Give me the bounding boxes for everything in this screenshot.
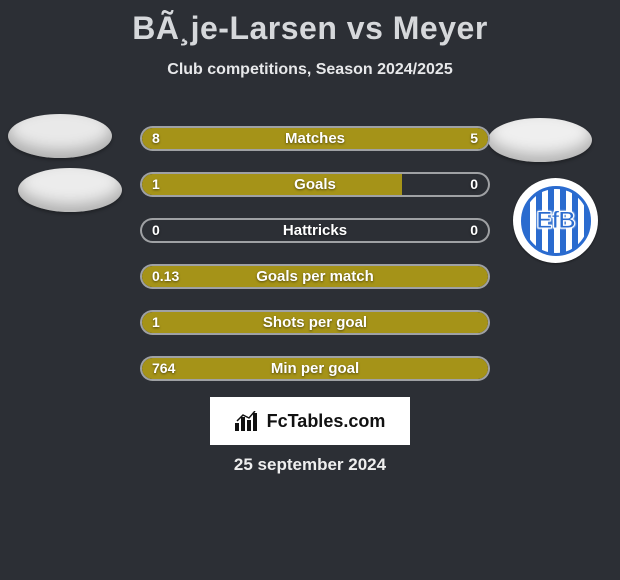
player-left-badge-1 bbox=[8, 114, 112, 158]
attribution-text: FcTables.com bbox=[267, 411, 386, 432]
club-logo: EfB bbox=[513, 178, 598, 263]
stat-row: Matches8 5 bbox=[140, 126, 490, 151]
bar-value-right: 0 bbox=[470, 174, 478, 195]
player-left-badge-2 bbox=[18, 168, 122, 212]
player-right-badge bbox=[488, 118, 592, 162]
club-logo-stripes: EfB bbox=[521, 186, 591, 256]
bar-value-left: 1 bbox=[152, 312, 160, 333]
bar-label: Matches bbox=[142, 128, 488, 149]
date-line: 25 september 2024 bbox=[0, 455, 620, 475]
page-title: BÃ¸je-Larsen vs Meyer bbox=[0, 0, 620, 47]
bar-label: Hattricks bbox=[142, 220, 488, 241]
attribution-badge: FcTables.com bbox=[210, 397, 410, 445]
bar-value-left: 0 bbox=[152, 220, 160, 241]
bar-value-left: 8 bbox=[152, 128, 160, 149]
club-logo-text: EfB bbox=[536, 207, 574, 235]
subtitle: Club competitions, Season 2024/2025 bbox=[0, 61, 620, 79]
bar-value-left: 764 bbox=[152, 358, 175, 379]
stat-row: Shots per goal1 bbox=[140, 310, 490, 335]
bar-value-left: 1 bbox=[152, 174, 160, 195]
bar-value-right: 0 bbox=[470, 220, 478, 241]
bar-label: Shots per goal bbox=[142, 312, 488, 333]
bar-label: Goals bbox=[142, 174, 488, 195]
stat-row: Goals1 0 bbox=[140, 172, 490, 197]
stat-row: Min per goal764 bbox=[140, 356, 490, 381]
attribution-icon bbox=[235, 411, 261, 431]
stat-row: Goals per match0.13 bbox=[140, 264, 490, 289]
bar-value-left: 0.13 bbox=[152, 266, 179, 287]
bar-label: Goals per match bbox=[142, 266, 488, 287]
stat-row: Hattricks0 0 bbox=[140, 218, 490, 243]
bar-label: Min per goal bbox=[142, 358, 488, 379]
comparison-bars: Matches85Goals10Hattricks00Goals per mat… bbox=[140, 126, 490, 402]
bar-value-right: 5 bbox=[470, 128, 478, 149]
